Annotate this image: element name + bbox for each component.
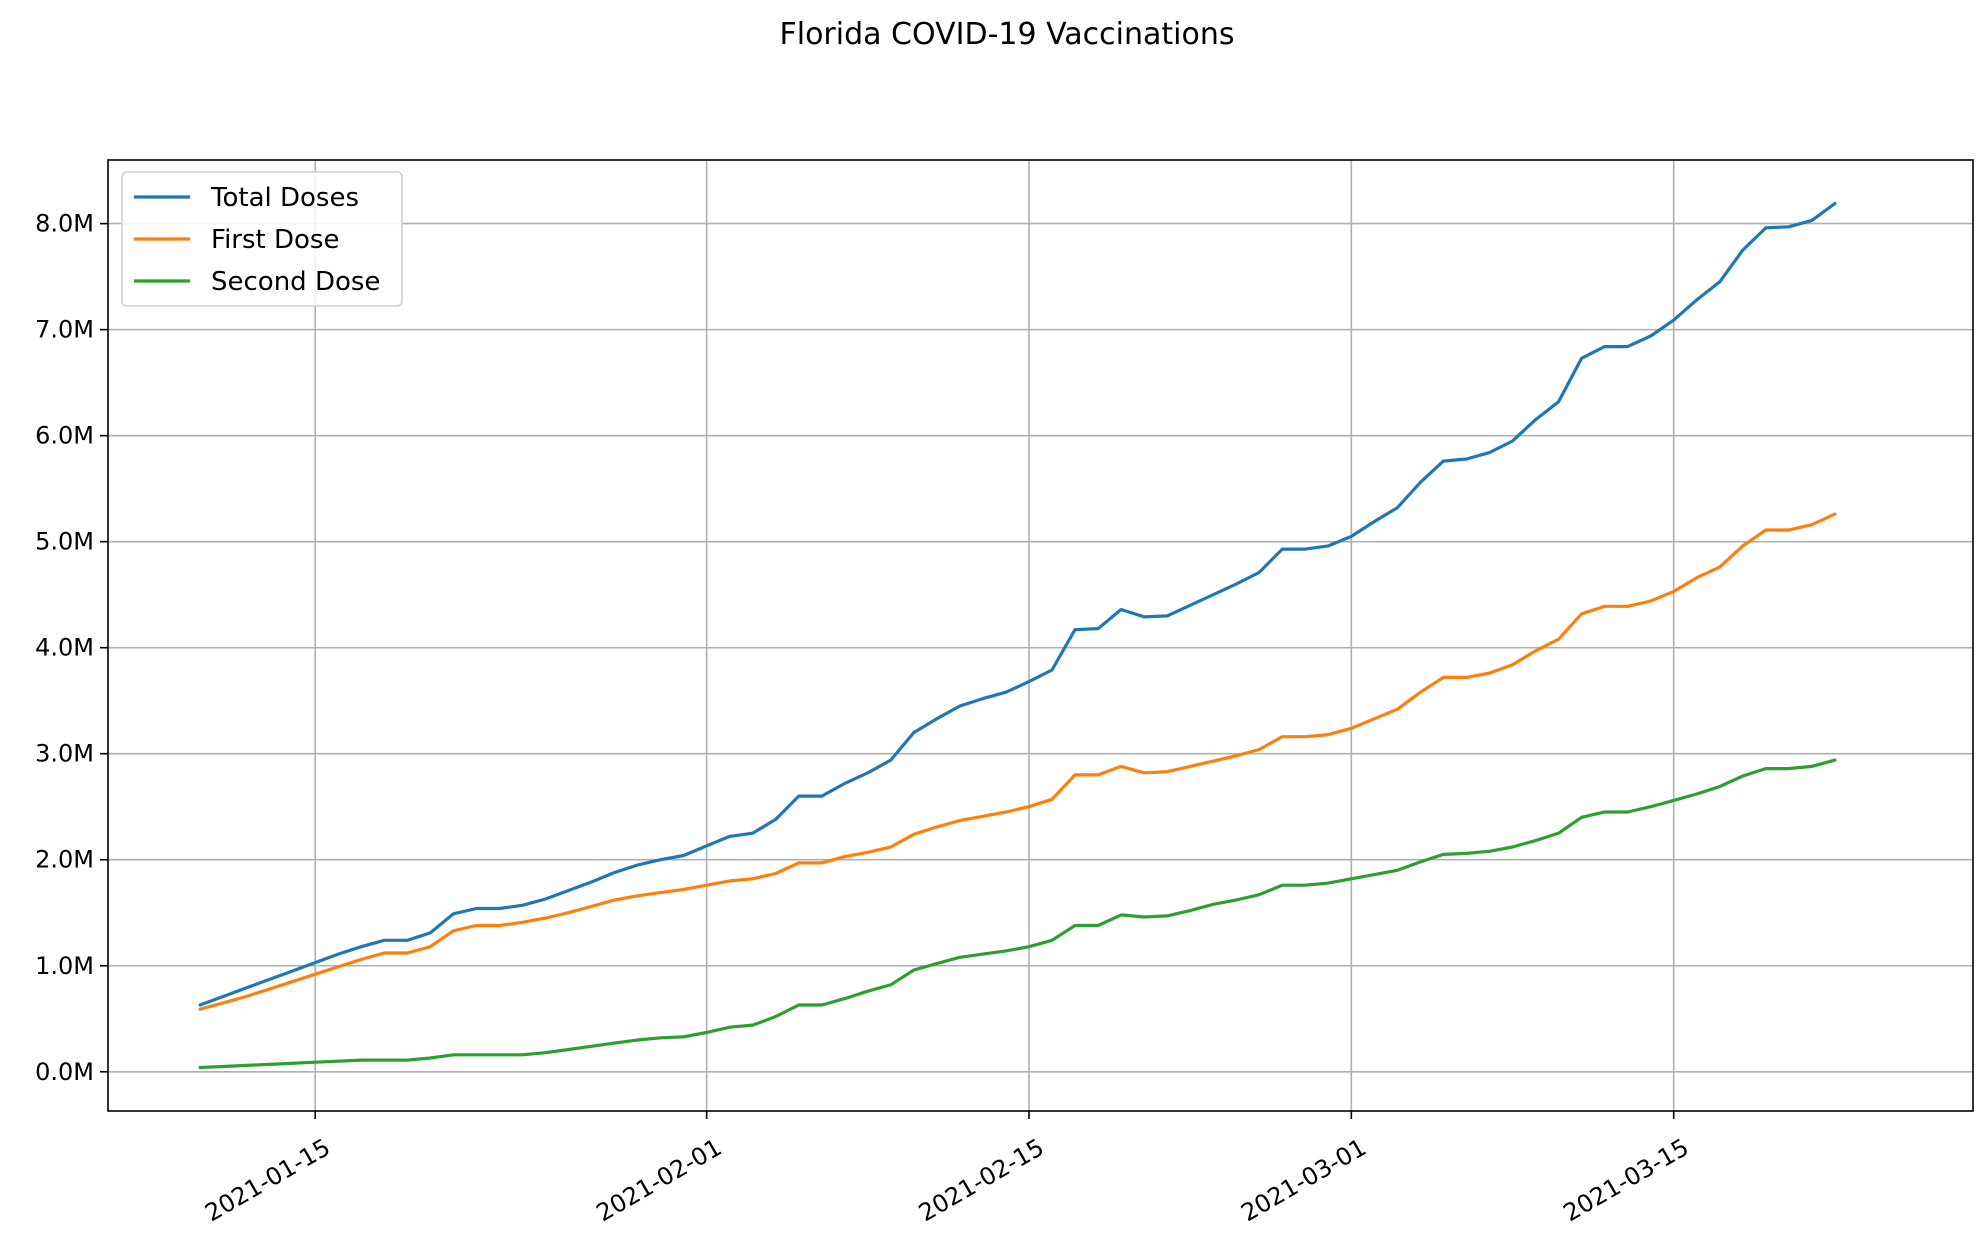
y-tick-label: 7.0M — [35, 316, 94, 344]
legend-label: First Dose — [211, 225, 339, 255]
legend-label: Total Doses — [210, 183, 359, 213]
y-tick-label: 8.0M — [35, 210, 94, 238]
legend-label: Second Dose — [211, 267, 380, 297]
y-tick-label: 1.0M — [35, 952, 94, 980]
series-layer — [198, 201, 1837, 1070]
y-axis: 0.0M 1.0M 2.0M 3.0M 4.0M 5.0M 6.0M 7.0M 8.0M — [35, 210, 108, 1086]
y-tick-label: 0.0M — [35, 1058, 94, 1086]
grid-layer — [108, 160, 1973, 1111]
legend: Total Doses First Dose Second Dose — [121, 171, 403, 307]
legend-box — [121, 171, 403, 307]
y-tick-label: 5.0M — [35, 528, 94, 556]
y-tick-label: 6.0M — [35, 422, 94, 450]
y-tick-label: 2.0M — [35, 846, 94, 874]
y-tick-label: 3.0M — [35, 740, 94, 768]
series-line-first-dose — [198, 512, 1837, 1011]
plot-frame — [107, 159, 1974, 1112]
series-line-second-dose — [198, 758, 1837, 1070]
chart-title: Florida COVID-19 Vaccinations — [779, 17, 1234, 52]
y-tick-label: 4.0M — [35, 634, 94, 662]
series-line-total-doses — [198, 201, 1837, 1007]
